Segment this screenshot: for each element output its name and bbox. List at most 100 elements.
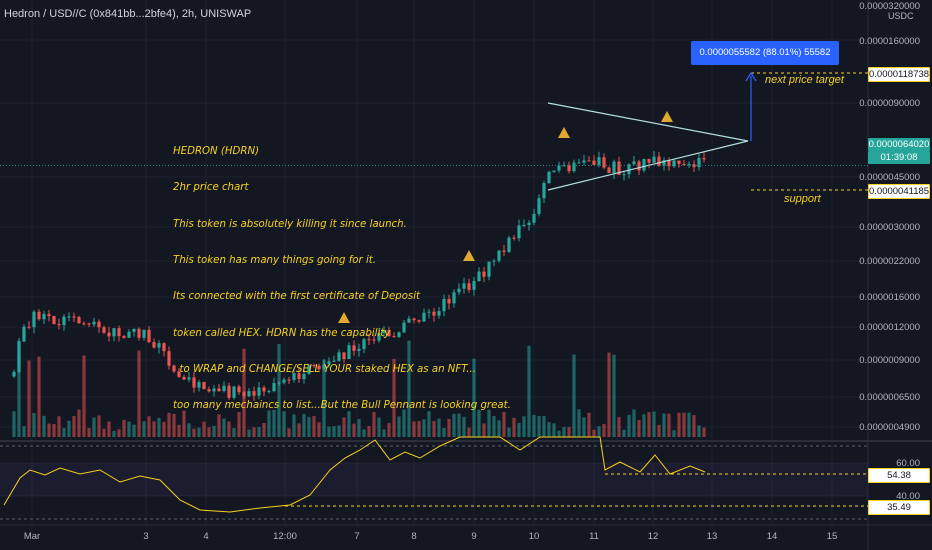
candle-body (22, 326, 26, 342)
volume-bar (212, 425, 216, 437)
volume-bar (197, 427, 201, 437)
volume-bar (47, 423, 51, 437)
candle-body (652, 156, 656, 163)
volume-bar (122, 419, 126, 437)
candle-body (627, 164, 631, 175)
candle-body (112, 328, 116, 337)
time-tick: 15 (826, 531, 838, 542)
candle-body (132, 328, 136, 332)
candle-body (687, 164, 691, 166)
volume-bar (397, 416, 401, 437)
candle-body (122, 336, 126, 338)
volume-bar (97, 415, 101, 437)
volume-bar (427, 411, 431, 437)
candle-body (117, 328, 121, 337)
volume-bar (402, 409, 406, 437)
time-tick: 12:00 (273, 531, 297, 542)
volume-bar (672, 430, 676, 437)
volume-bar (702, 427, 706, 437)
volume-bar (412, 421, 416, 437)
candle-body (417, 320, 421, 322)
volume-bar (132, 424, 136, 437)
candle-body (392, 336, 396, 338)
candle-body (227, 385, 231, 398)
volume-bar (507, 427, 511, 437)
time-tick: 10 (528, 531, 540, 542)
candle-body (92, 321, 96, 325)
candle-body (172, 365, 176, 372)
candle-body (572, 162, 576, 172)
candle-body (82, 323, 86, 325)
volume-bar (687, 412, 691, 437)
volume-bar (137, 350, 141, 437)
volume-bar (112, 430, 116, 437)
candle-body (552, 170, 556, 172)
candle-body (597, 157, 601, 165)
candle-body (407, 318, 411, 323)
candle-body (547, 171, 551, 184)
volume-bar (617, 417, 621, 437)
time-tick: 4 (203, 531, 209, 542)
volume-bar (307, 417, 311, 437)
currency-label[interactable]: USDC (888, 11, 914, 21)
volume-bar (342, 417, 346, 437)
candle-body (557, 165, 561, 171)
candle-body (307, 365, 311, 374)
volume-bar (267, 410, 271, 437)
candle-body (62, 316, 66, 326)
candle-body (157, 343, 161, 348)
volume-bar (652, 411, 656, 437)
candle-body (87, 323, 91, 325)
candle-body (342, 352, 346, 360)
candle-body (542, 183, 546, 199)
note-line: This token has many things going for it. (173, 255, 377, 267)
volume-bar (567, 427, 571, 437)
volume-bar (312, 416, 316, 437)
candle-body (232, 386, 236, 398)
warning-icon (558, 127, 570, 138)
candle-body (37, 311, 41, 320)
candle-body (482, 271, 486, 277)
time-tick: Mar (23, 531, 41, 542)
price-tick: 0.0000004900 (859, 422, 920, 433)
volume-bar (637, 419, 641, 437)
volume-bar (497, 420, 501, 437)
volume-bar (607, 352, 611, 437)
volume-bar (57, 416, 61, 437)
candle-body (602, 157, 606, 168)
time-tick: 3 (143, 531, 149, 542)
volume-bars (12, 340, 706, 437)
candle-body (42, 314, 46, 320)
price-tick: 0.0000160000 (859, 36, 920, 47)
volume-bar (207, 427, 211, 437)
volume-bar (432, 421, 436, 437)
candle-body (672, 160, 676, 167)
volume-bar (527, 345, 531, 437)
target-price-tag: 0.0000118738 (868, 67, 930, 82)
candle-body (257, 387, 261, 396)
volume-bar (352, 423, 356, 437)
candle-body (207, 389, 211, 392)
volume-bar (287, 428, 291, 437)
volume-bar (67, 420, 71, 437)
candles (12, 151, 706, 401)
candle-body (32, 311, 36, 328)
chart-title: Hedron / USD//C (0x841bb...2bfe4), 2h, U… (4, 8, 252, 20)
volume-bar (257, 427, 261, 437)
note-line: This token is absolutely killing it sinc… (173, 218, 407, 230)
price-tick: 0.0000045000 (859, 172, 920, 183)
time-tick: 14 (766, 531, 778, 542)
note-line: 2hr price chart (173, 182, 249, 194)
price-tick: 0.0000030000 (859, 222, 920, 233)
volume-bar (587, 412, 591, 437)
volume-bar (172, 413, 176, 437)
volume-bar (192, 428, 196, 437)
candle-body (682, 164, 686, 166)
candle-body (642, 159, 646, 171)
candle-body (387, 330, 391, 337)
candle-body (52, 316, 56, 325)
time-tick: 9 (471, 531, 477, 542)
volume-bar (157, 417, 161, 437)
